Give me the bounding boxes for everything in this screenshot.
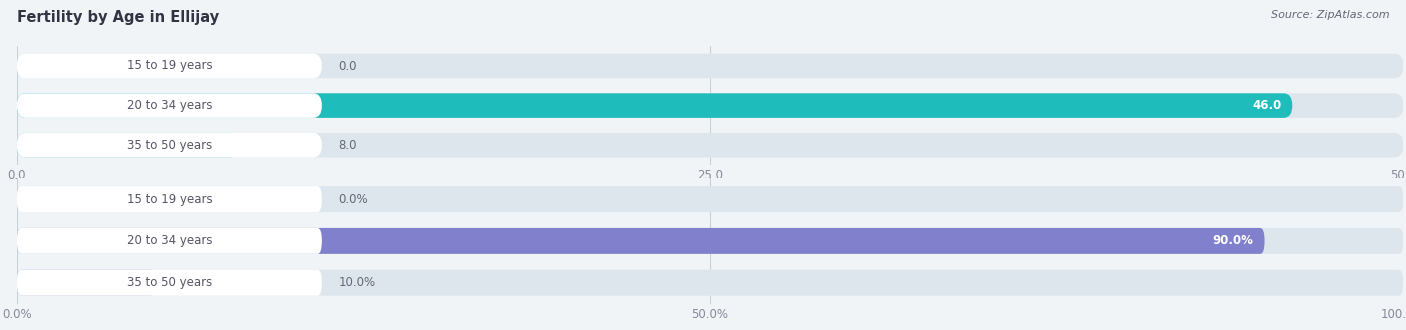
FancyBboxPatch shape bbox=[17, 133, 1403, 157]
FancyBboxPatch shape bbox=[17, 93, 1292, 118]
Text: 20 to 34 years: 20 to 34 years bbox=[127, 234, 212, 248]
FancyBboxPatch shape bbox=[17, 228, 1264, 254]
Text: 8.0: 8.0 bbox=[339, 139, 357, 152]
Text: 15 to 19 years: 15 to 19 years bbox=[127, 193, 212, 206]
FancyBboxPatch shape bbox=[17, 228, 1403, 254]
FancyBboxPatch shape bbox=[17, 186, 322, 212]
Text: 46.0: 46.0 bbox=[1251, 99, 1281, 112]
Text: 0.0: 0.0 bbox=[339, 59, 357, 73]
Text: 20 to 34 years: 20 to 34 years bbox=[127, 99, 212, 112]
FancyBboxPatch shape bbox=[17, 186, 1403, 212]
FancyBboxPatch shape bbox=[17, 133, 239, 157]
Text: 35 to 50 years: 35 to 50 years bbox=[127, 276, 212, 289]
Text: Source: ZipAtlas.com: Source: ZipAtlas.com bbox=[1271, 10, 1389, 20]
Text: 0.0%: 0.0% bbox=[339, 193, 368, 206]
Text: 10.0%: 10.0% bbox=[339, 276, 375, 289]
FancyBboxPatch shape bbox=[17, 93, 322, 118]
FancyBboxPatch shape bbox=[17, 93, 1403, 118]
Text: Fertility by Age in Ellijay: Fertility by Age in Ellijay bbox=[17, 10, 219, 25]
FancyBboxPatch shape bbox=[17, 133, 322, 157]
FancyBboxPatch shape bbox=[17, 270, 156, 296]
FancyBboxPatch shape bbox=[17, 54, 322, 78]
Text: 15 to 19 years: 15 to 19 years bbox=[127, 59, 212, 73]
FancyBboxPatch shape bbox=[17, 270, 1403, 296]
FancyBboxPatch shape bbox=[17, 270, 322, 296]
FancyBboxPatch shape bbox=[17, 54, 1403, 78]
Text: 90.0%: 90.0% bbox=[1212, 234, 1254, 248]
Text: 35 to 50 years: 35 to 50 years bbox=[127, 139, 212, 152]
FancyBboxPatch shape bbox=[17, 228, 322, 254]
